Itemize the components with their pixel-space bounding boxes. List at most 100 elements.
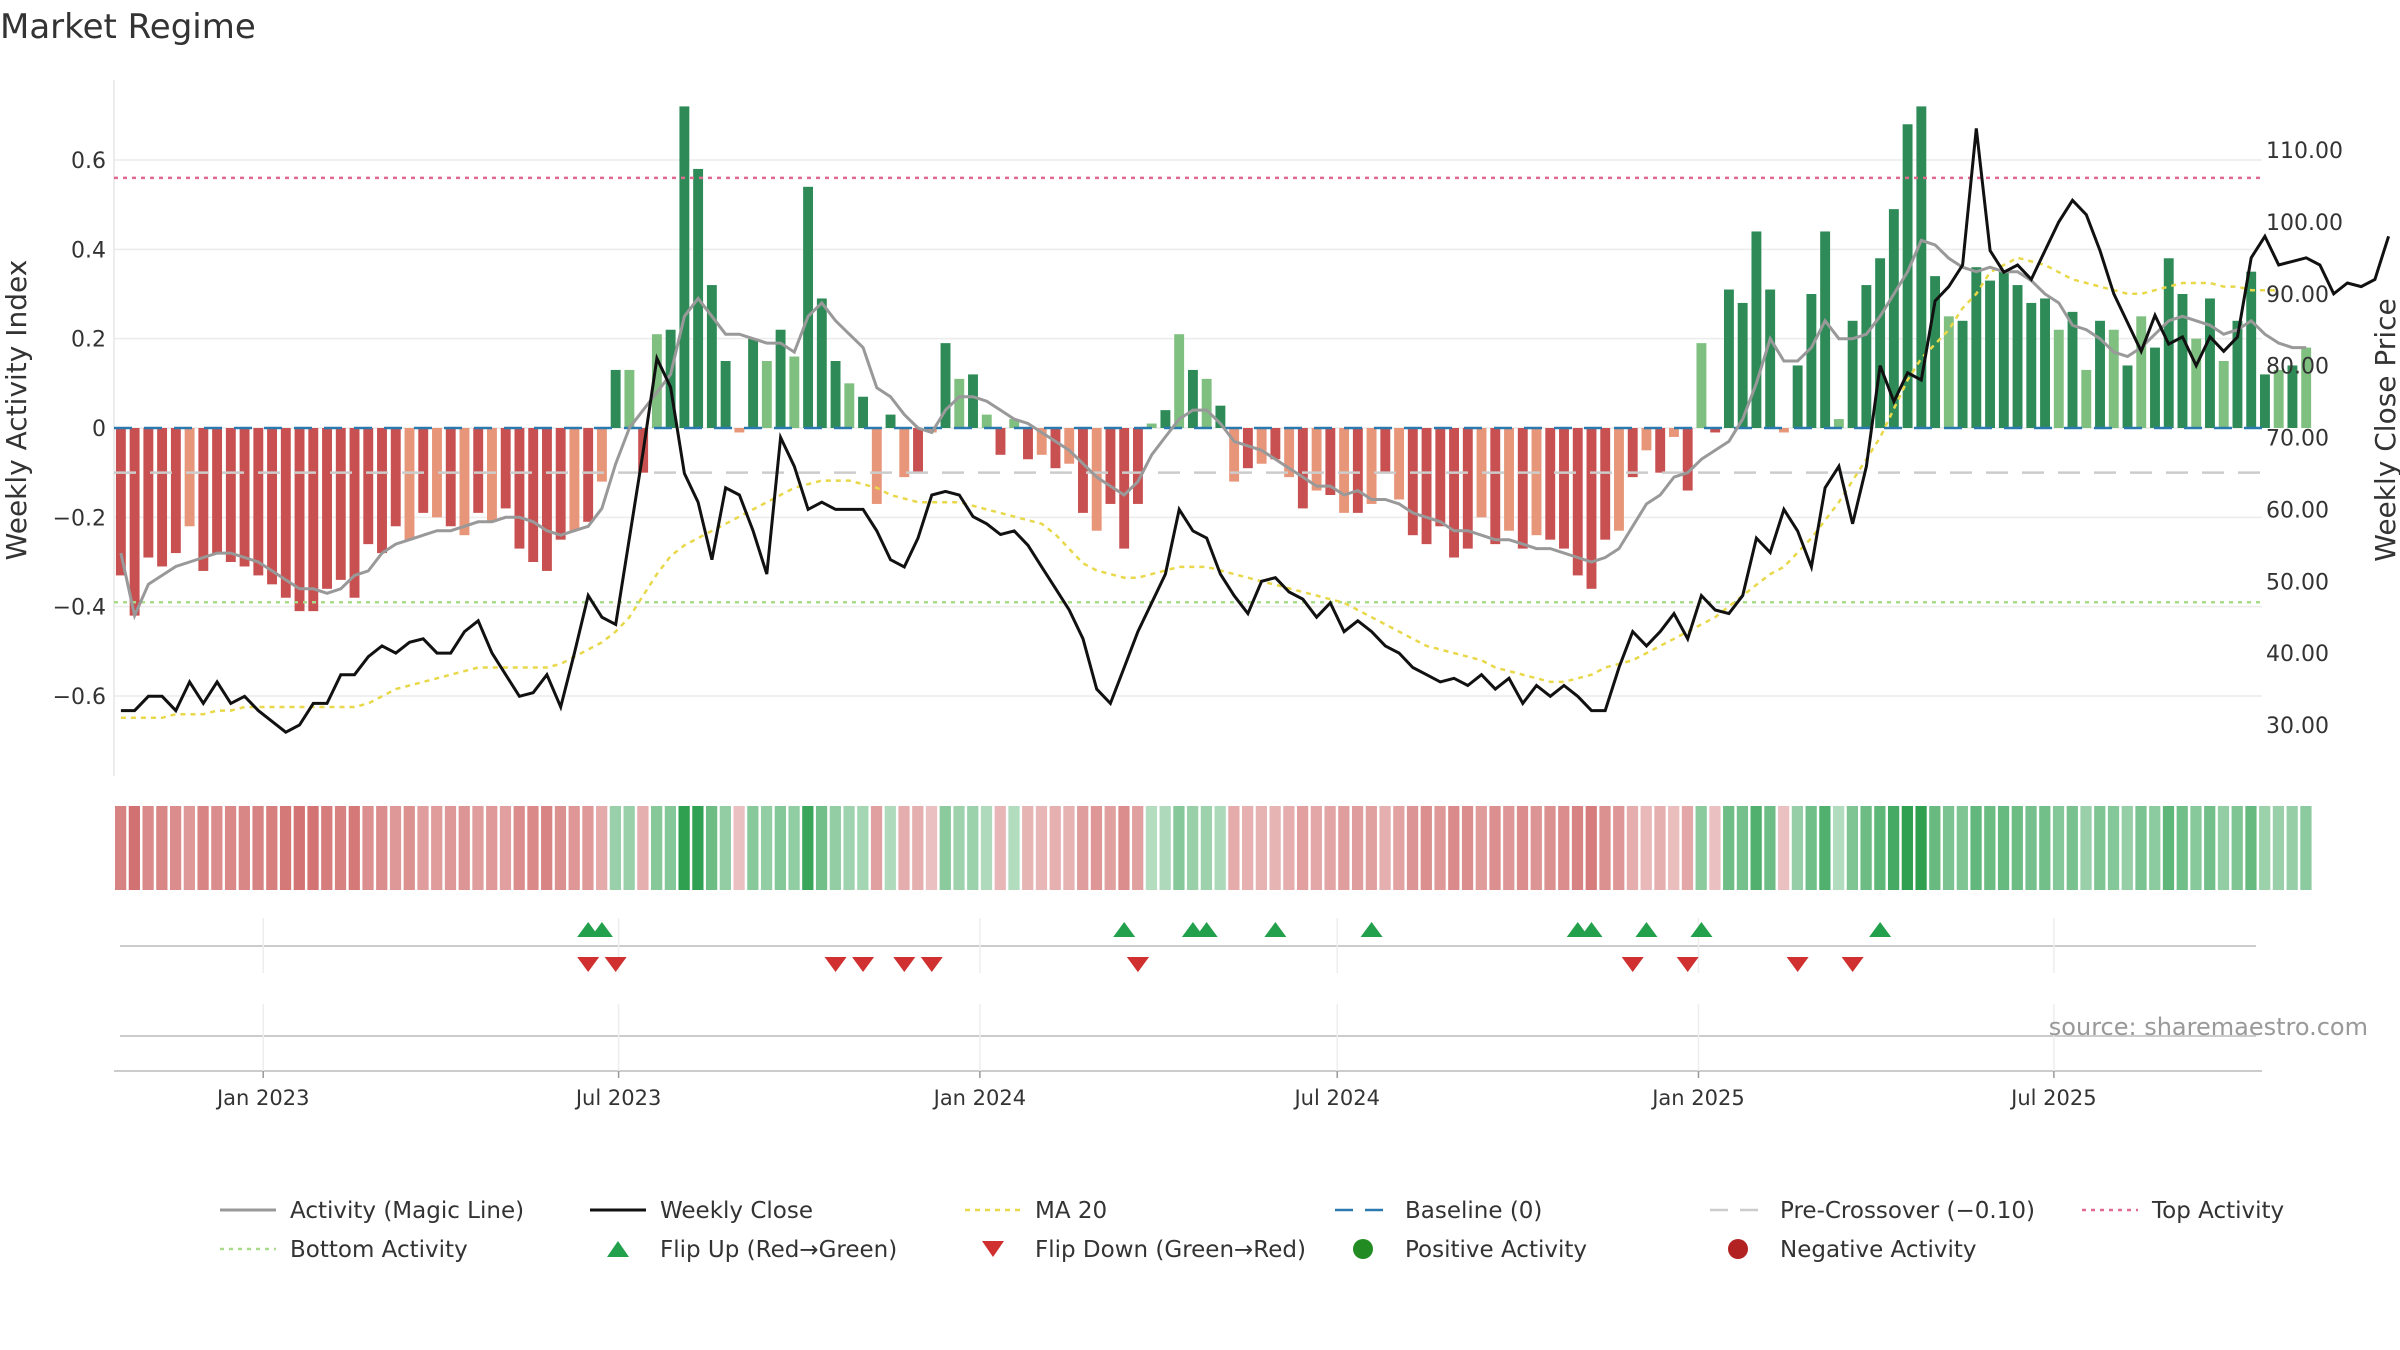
strip-cell-13 — [293, 806, 305, 890]
activity-bar-19 — [377, 428, 387, 554]
chart-title: Market Regime — [0, 7, 256, 47]
strip-cell-136 — [1984, 806, 1996, 890]
strip-cell-36 — [609, 806, 622, 890]
strip-cell-150 — [2176, 806, 2188, 890]
y2-tick-label-1: 40.00 — [2266, 642, 2329, 667]
strip-cell-158 — [2286, 806, 2298, 890]
activity-bar-117 — [1723, 289, 1734, 428]
activity-bar-28 — [500, 428, 511, 509]
strip-cell-87 — [1310, 806, 1322, 890]
activity-bar-96 — [1435, 428, 1446, 527]
strip-cell-67 — [1035, 806, 1048, 890]
x-tick-label-4: Jan 2025 — [1650, 1086, 1745, 1110]
activity-bar-64 — [995, 428, 1006, 455]
activity-bar-43 — [706, 285, 717, 428]
strip-cell-126 — [1846, 806, 1858, 890]
strip-cell-130 — [1901, 806, 1913, 890]
strip-cell-94 — [1406, 806, 1419, 890]
strip-cell-55 — [870, 806, 883, 890]
activity-bar-98 — [1462, 428, 1473, 549]
strip-cell-2 — [142, 806, 154, 890]
activity-bar-134 — [1957, 320, 1968, 428]
strip-cell-79 — [1200, 806, 1213, 890]
strip-cell-96 — [1434, 806, 1446, 890]
y-tick-label-0: −0.6 — [53, 685, 106, 710]
activity-bar-50 — [803, 186, 814, 428]
strip-cell-62 — [967, 806, 979, 890]
activity-bar-88 — [1325, 428, 1336, 495]
strip-cell-134 — [1956, 806, 1968, 890]
strip-cell-92 — [1379, 806, 1391, 890]
strip-cell-43 — [705, 806, 718, 890]
activity-bar-83 — [1256, 428, 1267, 464]
activity-bar-20 — [390, 428, 401, 527]
legend-item-pre: Pre-Crossover (−0.10) — [1710, 1198, 2035, 1224]
activity-bar-55 — [871, 428, 882, 504]
strip-cell-48 — [774, 806, 786, 890]
activity-bar-60 — [940, 343, 951, 428]
x-axis-ticks: Jan 2023 Jul 2023 Jan 2024 Jul 2024 Jan 2025… — [215, 1071, 2097, 1110]
y2-tick-label-2: 50.00 — [2266, 570, 2329, 595]
activity-bar-61 — [954, 378, 965, 428]
strip-cell-40 — [664, 806, 677, 890]
activity-bar-47 — [761, 361, 772, 428]
activity-bar-45 — [734, 428, 745, 433]
flip-down-marker-7 — [1126, 957, 1149, 972]
legend-swatch-flipdown — [982, 1241, 1004, 1257]
activity-bar-51 — [816, 298, 827, 428]
legend-item-close: Weekly Close — [590, 1198, 813, 1224]
strip-cell-155 — [2245, 806, 2257, 890]
activity-bar-115 — [1696, 343, 1707, 428]
strip-cell-141 — [2052, 806, 2065, 890]
strip-cell-60 — [939, 806, 951, 890]
strip-cell-5 — [183, 806, 195, 890]
y-axis-label: Weekly Activity Index — [0, 260, 33, 561]
activity-bar-63 — [981, 414, 992, 428]
activity-bar-65 — [1009, 419, 1020, 428]
activity-bar-12 — [280, 428, 291, 598]
strip-cell-52 — [829, 806, 841, 890]
strip-cell-75 — [1145, 806, 1158, 890]
flip-up-marker-6 — [1360, 922, 1383, 937]
strip-cell-57 — [898, 806, 910, 890]
legend-label-close: Weekly Close — [660, 1198, 813, 1224]
activity-bar-157 — [2273, 369, 2284, 428]
activity-bar-7 — [212, 428, 223, 554]
activity-bar-141 — [2053, 329, 2064, 428]
activity-bar-66 — [1023, 428, 1033, 460]
flip-up-marker-2 — [1113, 922, 1136, 937]
activity-bar-78 — [1187, 369, 1198, 428]
x-tick-label-3: Jul 2024 — [1292, 1086, 1379, 1110]
strip-cell-104 — [1544, 806, 1556, 890]
strip-cell-18 — [362, 806, 374, 890]
activity-bar-159 — [2301, 347, 2312, 428]
activity-bar-67 — [1036, 428, 1047, 455]
strip-cell-72 — [1104, 806, 1116, 890]
strip-cell-20 — [389, 806, 402, 890]
strip-cell-102 — [1516, 806, 1529, 890]
activity-bar-48 — [775, 329, 786, 428]
strip-cell-154 — [2231, 806, 2243, 890]
legend-item-bottom: Bottom Activity — [220, 1237, 468, 1263]
activity-bar-104 — [1545, 428, 1556, 540]
strip-cell-59 — [925, 806, 938, 890]
activity-bar-69 — [1064, 428, 1075, 464]
source-note: source: sharemaestro.com — [2049, 1013, 2368, 1041]
strip-cell-39 — [651, 806, 663, 890]
strip-cell-66 — [1022, 806, 1034, 890]
strip-cell-30 — [527, 806, 539, 890]
strip-cell-120 — [1764, 806, 1776, 890]
activity-bar-82 — [1242, 428, 1253, 469]
activity-bar-0 — [115, 428, 126, 576]
legend-label-pos: Positive Activity — [1405, 1237, 1587, 1263]
strip-cell-149 — [2162, 806, 2175, 890]
activity-bar-77 — [1174, 334, 1185, 428]
activity-bar-100 — [1490, 428, 1501, 545]
activity-bar-93 — [1394, 428, 1405, 500]
strip-cell-121 — [1778, 806, 1790, 890]
strip-cell-76 — [1159, 806, 1171, 890]
strip-cell-135 — [1970, 806, 1982, 890]
activity-bar-6 — [198, 428, 209, 571]
activity-bar-155 — [2246, 271, 2257, 428]
activity-bar-124 — [1820, 231, 1831, 428]
